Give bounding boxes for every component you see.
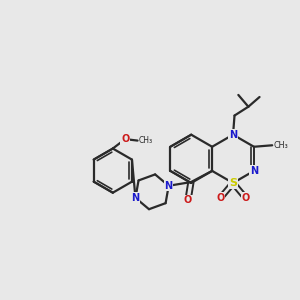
Text: CH₃: CH₃ (139, 136, 153, 145)
Text: N: N (131, 193, 140, 203)
Text: N: N (165, 181, 173, 191)
Text: N: N (229, 130, 237, 140)
Text: S: S (229, 178, 237, 188)
Text: O: O (121, 134, 129, 144)
Text: CH₃: CH₃ (274, 141, 288, 150)
Text: O: O (241, 193, 250, 203)
Text: N: N (250, 166, 258, 176)
Text: O: O (217, 193, 225, 203)
Text: O: O (184, 195, 192, 205)
